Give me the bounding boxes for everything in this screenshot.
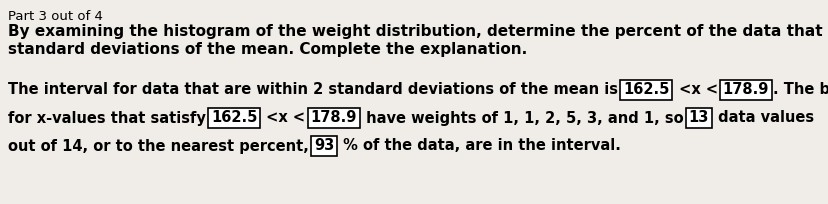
- Text: 13: 13: [688, 111, 708, 125]
- Text: By examining the histogram of the weight distribution, determine the percent of : By examining the histogram of the weight…: [8, 24, 828, 39]
- Text: 178.9: 178.9: [722, 82, 768, 98]
- Text: have weights of 1, 1, 2, 5, 3, and 1, so: have weights of 1, 1, 2, 5, 3, and 1, so: [360, 111, 688, 125]
- Text: . The bars: . The bars: [773, 82, 828, 98]
- Text: for x-values that satisfy: for x-values that satisfy: [8, 111, 211, 125]
- Text: data values: data values: [712, 111, 813, 125]
- Text: <x <: <x <: [672, 82, 722, 98]
- Text: 162.5: 162.5: [211, 111, 257, 125]
- Text: 178.9: 178.9: [310, 111, 357, 125]
- Text: Part 3 out of 4: Part 3 out of 4: [8, 10, 103, 23]
- Text: % of the data, are in the interval.: % of the data, are in the interval.: [338, 139, 620, 153]
- Text: out of 14, or to the nearest percent,: out of 14, or to the nearest percent,: [8, 139, 314, 153]
- Text: The interval for data that are within 2 standard deviations of the mean is: The interval for data that are within 2 …: [8, 82, 623, 98]
- Text: 162.5: 162.5: [623, 82, 669, 98]
- Text: 93: 93: [314, 139, 334, 153]
- Text: <x <: <x <: [261, 111, 310, 125]
- Text: standard deviations of the mean. Complete the explanation.: standard deviations of the mean. Complet…: [8, 42, 527, 57]
